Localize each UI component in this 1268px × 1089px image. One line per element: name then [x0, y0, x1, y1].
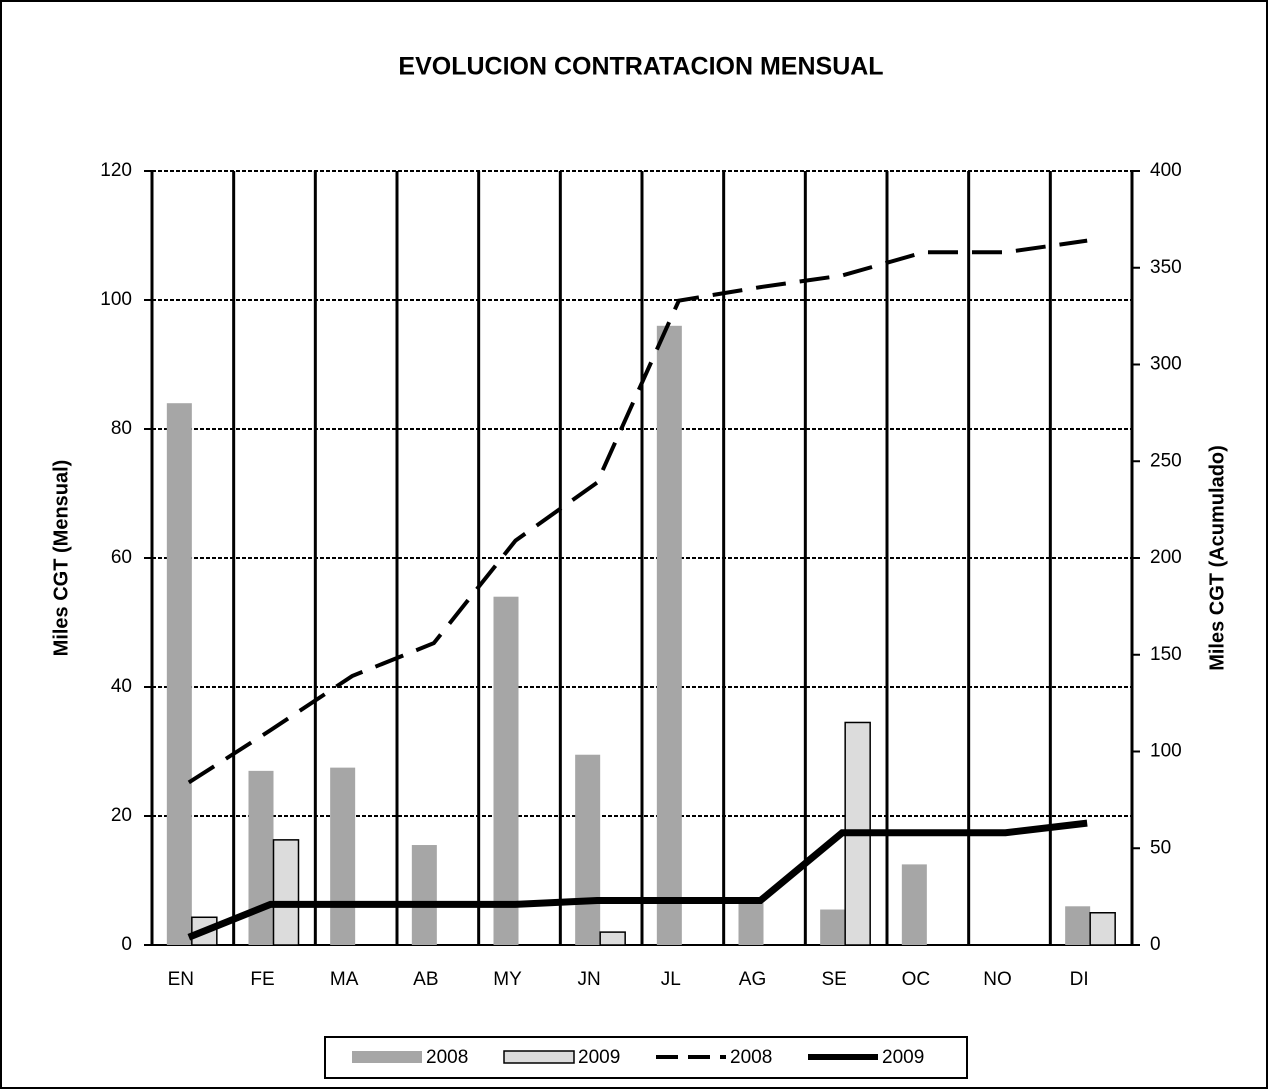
- x-tick-label: AG: [739, 969, 766, 990]
- x-tick-label: EN: [168, 969, 194, 990]
- x-tick-label: MY: [493, 969, 522, 990]
- bar: [656, 325, 682, 945]
- x-tick-label: FE: [250, 969, 274, 990]
- bar: [330, 767, 356, 945]
- x-tick-label: MA: [330, 969, 359, 990]
- y2-axis-label: Miles CGT (Acumulado): [1206, 445, 1228, 671]
- bar: [575, 754, 601, 945]
- y2-tick-label: 350: [1150, 257, 1182, 278]
- y-tick-label: 100: [100, 289, 132, 310]
- y-tick-label: 60: [111, 547, 132, 568]
- x-tick-label: JN: [578, 969, 601, 990]
- bar: [493, 596, 519, 945]
- bar: [820, 909, 846, 945]
- x-tick-label: SE: [821, 969, 846, 990]
- x-tick-label: DI: [1070, 969, 1089, 990]
- y-tick-label: 80: [111, 418, 132, 439]
- bar: [1089, 912, 1116, 946]
- legend-label: 2009: [578, 1047, 620, 1068]
- x-tick-label: JL: [661, 969, 681, 990]
- y2-tick-label: 50: [1150, 837, 1171, 858]
- x-tick-label: OC: [902, 969, 931, 990]
- legend-label: 2008: [730, 1047, 772, 1068]
- y2-tick-label: 400: [1150, 160, 1182, 181]
- y-tick-label: 0: [121, 934, 132, 955]
- bar: [248, 770, 274, 945]
- legend-label: 2009: [882, 1047, 924, 1068]
- bar: [411, 845, 437, 945]
- bar: [166, 403, 192, 945]
- bar: [1065, 906, 1091, 945]
- line-series: [187, 819, 1088, 941]
- legend-swatch: [352, 1051, 422, 1063]
- x-tick-label: AB: [413, 969, 438, 990]
- y2-tick-label: 250: [1150, 450, 1182, 471]
- legend-label: 2008: [426, 1047, 468, 1068]
- line-series: [187, 238, 1088, 785]
- bar: [599, 931, 626, 946]
- y2-tick-label: 100: [1150, 741, 1182, 762]
- y-tick-label: 120: [100, 160, 132, 181]
- y-tick-label: 40: [111, 676, 132, 697]
- y2-tick-label: 200: [1150, 547, 1182, 568]
- y2-tick-label: 300: [1150, 354, 1182, 375]
- legend-swatch: [503, 1050, 575, 1064]
- bar: [901, 864, 927, 945]
- y-tick-label: 20: [111, 805, 132, 826]
- chart-title: EVOLUCION CONTRATACION MENSUAL: [398, 53, 883, 81]
- x-tick-label: NO: [983, 969, 1012, 990]
- bar: [272, 839, 300, 946]
- y-axis-label: Miles CGT (Mensual): [50, 460, 72, 657]
- bar: [738, 903, 764, 945]
- y2-tick-label: 0: [1150, 934, 1161, 955]
- y2-tick-label: 150: [1150, 644, 1182, 665]
